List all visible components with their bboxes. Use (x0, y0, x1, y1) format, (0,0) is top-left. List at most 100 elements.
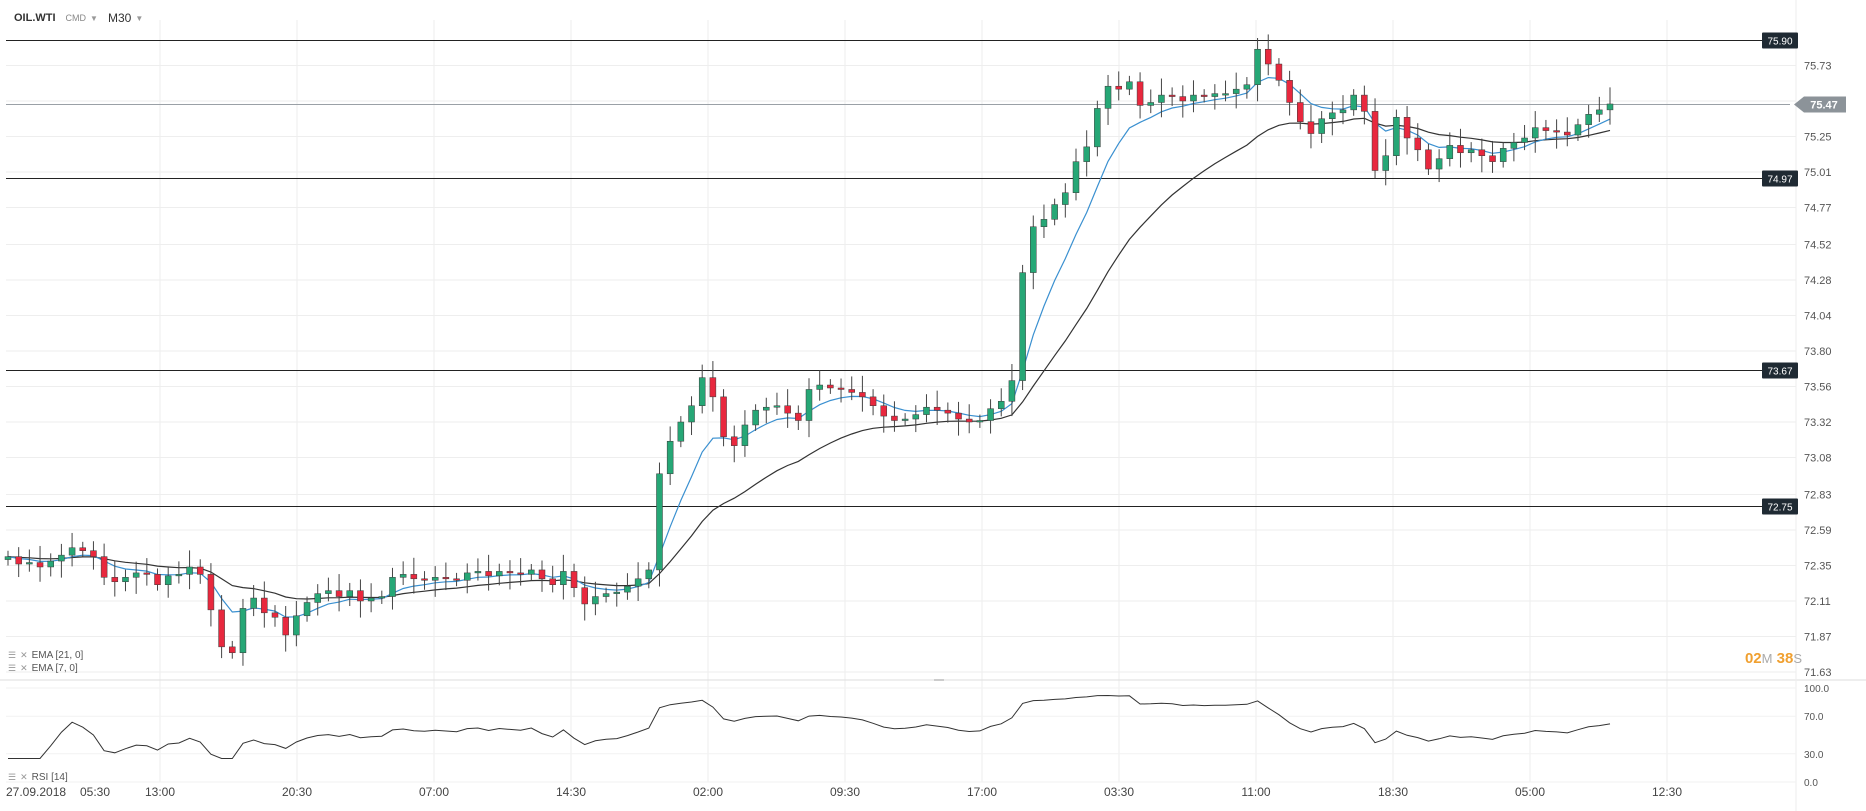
candle[interactable] (314, 584, 321, 616)
candle[interactable] (164, 566, 172, 598)
candle[interactable] (1264, 34, 1272, 76)
candle[interactable] (795, 405, 802, 430)
candle[interactable] (859, 375, 866, 412)
candle[interactable] (1243, 77, 1251, 99)
candle[interactable] (1596, 96, 1603, 123)
candle[interactable] (325, 577, 332, 602)
candle[interactable] (218, 595, 225, 659)
candle[interactable] (442, 562, 450, 591)
candle[interactable] (688, 396, 695, 436)
candle[interactable] (773, 392, 781, 415)
candle[interactable] (346, 582, 354, 607)
candle[interactable] (944, 402, 952, 423)
candle[interactable] (869, 389, 877, 416)
candle[interactable] (1030, 215, 1037, 290)
close-icon[interactable]: ✕ (20, 663, 28, 673)
candle[interactable] (1062, 183, 1069, 218)
candle[interactable] (624, 573, 631, 600)
candle[interactable] (1232, 72, 1240, 109)
candle[interactable] (399, 561, 407, 586)
candle[interactable] (1457, 128, 1464, 168)
candle[interactable] (79, 541, 87, 557)
candle[interactable] (1499, 142, 1507, 168)
candle[interactable] (207, 563, 215, 627)
candle[interactable] (891, 401, 898, 432)
candle[interactable] (1168, 87, 1176, 107)
candle[interactable] (816, 370, 823, 401)
candle[interactable] (1275, 58, 1283, 87)
candle[interactable] (111, 560, 119, 597)
candle[interactable] (848, 376, 855, 401)
candle[interactable] (528, 564, 535, 581)
candle[interactable] (538, 560, 546, 592)
candle[interactable] (987, 399, 994, 434)
candle[interactable] (132, 561, 140, 594)
candle[interactable] (293, 600, 300, 647)
menu-icon[interactable]: ☰ (8, 772, 17, 782)
candle[interactable] (15, 547, 22, 578)
candle[interactable] (463, 563, 471, 594)
candle[interactable] (698, 364, 706, 414)
candle[interactable] (1083, 130, 1090, 177)
candle[interactable] (656, 462, 663, 587)
candle[interactable] (720, 389, 727, 447)
candle[interactable] (581, 576, 588, 621)
candle[interactable] (570, 563, 578, 598)
candle[interactable] (1350, 89, 1357, 116)
candle[interactable] (239, 598, 247, 666)
candle[interactable] (1574, 118, 1582, 141)
candle[interactable] (1200, 89, 1208, 103)
candle[interactable] (741, 410, 749, 457)
candle[interactable] (1446, 132, 1454, 167)
candle[interactable] (1051, 198, 1058, 226)
candle[interactable] (1435, 149, 1443, 183)
candle[interactable] (1094, 100, 1101, 157)
candle[interactable] (901, 413, 909, 427)
ema7-indicator-label[interactable]: ☰ ✕ EMA [7, 0] (8, 663, 78, 674)
candle[interactable] (1553, 119, 1560, 149)
candle[interactable] (303, 596, 311, 622)
symbol-label[interactable]: OIL.WTI (14, 12, 56, 24)
candle[interactable] (709, 361, 717, 412)
panel-resize-handle[interactable] (934, 679, 944, 681)
candle[interactable] (1403, 106, 1411, 155)
candle[interactable] (1126, 75, 1133, 96)
candle[interactable] (1585, 104, 1592, 138)
candle[interactable] (560, 554, 567, 600)
candle[interactable] (378, 590, 386, 604)
candle[interactable] (506, 560, 514, 590)
candle[interactable] (1489, 140, 1496, 173)
candle[interactable] (1371, 98, 1379, 179)
candle[interactable] (1564, 117, 1571, 147)
candle[interactable] (186, 550, 193, 590)
candle[interactable] (1521, 124, 1528, 151)
candle[interactable] (175, 561, 183, 584)
candle[interactable] (805, 378, 813, 438)
candle[interactable] (1393, 109, 1400, 166)
candle[interactable] (1008, 364, 1016, 417)
candle[interactable] (58, 543, 65, 578)
candle[interactable] (1254, 37, 1261, 102)
candle[interactable] (496, 563, 503, 586)
candlesticks[interactable] (4, 34, 1614, 666)
candle[interactable] (1531, 111, 1539, 153)
candle[interactable] (997, 388, 1005, 417)
candle[interactable] (282, 606, 289, 652)
candle[interactable] (592, 581, 599, 616)
candle[interactable] (410, 557, 418, 594)
candle[interactable] (1361, 85, 1368, 125)
candle[interactable] (1136, 72, 1144, 119)
candle[interactable] (421, 571, 428, 590)
candle[interactable] (912, 405, 920, 433)
candle[interactable] (763, 397, 770, 424)
candle[interactable] (1510, 132, 1518, 162)
candle[interactable] (517, 558, 524, 586)
candle[interactable] (1329, 101, 1336, 136)
candle[interactable] (955, 401, 962, 436)
candle[interactable] (196, 559, 204, 584)
timeframe-dropdown-icon[interactable]: ▼ (135, 13, 144, 23)
candle[interactable] (933, 390, 941, 425)
candle[interactable] (645, 562, 653, 589)
timeframe-selector[interactable]: M30 (107, 11, 132, 25)
